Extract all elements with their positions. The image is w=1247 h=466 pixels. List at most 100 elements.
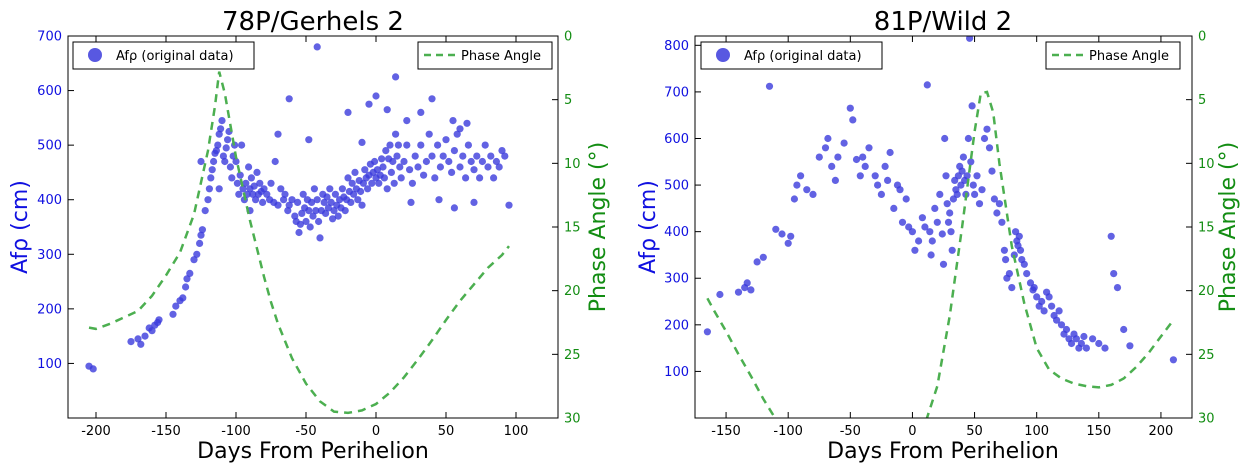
scatter-point: [462, 174, 470, 182]
x-tick-label: -200: [81, 424, 111, 439]
scatter-point: [947, 228, 955, 236]
scatter-point: [1055, 307, 1063, 315]
scatter-point: [183, 275, 191, 283]
scatter-point: [330, 207, 338, 215]
x-tick-label: -100: [221, 424, 251, 439]
y-tick-label: 500: [664, 179, 689, 194]
scatter-point: [450, 204, 458, 212]
scatter-point: [417, 108, 425, 116]
y-tick-label: 100: [664, 365, 689, 380]
scatter-point: [364, 185, 372, 193]
scatter-point: [772, 225, 780, 233]
scatter-point: [967, 158, 975, 166]
scatter-point: [221, 157, 229, 166]
scatter-point: [921, 223, 929, 231]
scatter-point: [1045, 293, 1053, 301]
scatter-point: [470, 166, 478, 174]
scatter-point: [411, 152, 419, 160]
scatter-point: [308, 198, 316, 206]
scatter-point: [179, 294, 187, 302]
scatter-point: [467, 157, 475, 166]
scatter-point: [428, 95, 436, 103]
scatter-point: [884, 176, 892, 184]
scatter-point: [141, 332, 149, 340]
scatter-point: [943, 200, 951, 208]
scatter-point: [417, 141, 425, 149]
scatter-point: [902, 195, 910, 203]
scatter-point: [232, 157, 240, 166]
scatter-point: [871, 172, 879, 180]
scatter-point: [734, 288, 743, 296]
scatter-point: [435, 196, 443, 204]
scatter-point: [1072, 335, 1080, 343]
scatter-point: [368, 179, 376, 187]
scatter-point: [380, 174, 388, 182]
scatter-point: [985, 144, 994, 152]
scatter-point: [958, 167, 966, 175]
scatter-point: [1089, 335, 1097, 343]
y2-tick-label: 30: [1198, 412, 1215, 427]
scatter-point: [359, 179, 367, 187]
y2-axis-label: Phase Angle (°): [1216, 142, 1241, 312]
x-tick-label: -50: [840, 424, 861, 439]
legend-label: Phase Angle: [1089, 49, 1169, 64]
scatter-point: [324, 204, 332, 212]
scatter-point: [492, 157, 500, 166]
scatter-point: [803, 186, 811, 194]
scatter-point: [944, 218, 953, 226]
scatter-point: [406, 166, 414, 174]
scatter-point: [389, 157, 397, 166]
scatter-point: [449, 117, 457, 125]
scatter-point: [765, 82, 774, 90]
scatter-point: [990, 195, 999, 203]
scatter-point: [716, 290, 724, 299]
scatter-point: [397, 174, 405, 182]
scatter-point: [849, 116, 857, 124]
scatter-point: [247, 174, 255, 182]
scatter-point: [233, 179, 241, 187]
scatter-point: [365, 100, 373, 108]
x-tick-label: -100: [773, 424, 803, 439]
scatter-point: [400, 157, 408, 166]
scatter-point: [490, 174, 498, 182]
y2-tick-label: 20: [564, 284, 581, 299]
scatter-point: [238, 141, 246, 149]
legend-label: Afρ (original data): [116, 49, 234, 64]
scatter-point: [815, 153, 823, 161]
scatter-point: [383, 106, 391, 114]
scatter-point: [487, 152, 495, 160]
x-tick-label: -50: [295, 424, 316, 439]
scatter-point: [285, 201, 293, 209]
scatter-point: [169, 310, 177, 318]
y-tick-label: 200: [664, 318, 689, 333]
scatter-point: [998, 218, 1006, 226]
scatter-point: [390, 179, 398, 187]
scatter-point: [302, 217, 310, 226]
scatter-point: [476, 174, 484, 182]
x-tick-label: 100: [1024, 424, 1049, 439]
scatter-point: [877, 190, 886, 198]
y2-tick-label: 5: [564, 93, 572, 108]
scatter-point: [219, 152, 227, 160]
scatter-point: [495, 163, 503, 171]
scatter-point: [896, 186, 904, 194]
scatter-point: [834, 153, 842, 161]
scatter-point: [256, 179, 264, 187]
scatter-point: [375, 179, 383, 187]
scatter-point: [306, 223, 314, 231]
x-axis-label: Days From Perihelion: [197, 439, 429, 464]
scatter-point: [252, 196, 260, 204]
y2-axis-ticks: 0 5 10 15 20 25 30: [1186, 30, 1215, 427]
scatter-point: [172, 302, 180, 310]
scatter-point: [840, 139, 848, 147]
scatter-point: [305, 207, 313, 215]
phase-angle-line: [88, 71, 510, 415]
scatter-point: [259, 198, 267, 206]
scatter-point: [481, 141, 489, 149]
scatter-point: [966, 36, 974, 42]
x-axis-ticks: -200 -150 -100 -50 0 50 100: [81, 36, 528, 439]
scatter-point: [797, 172, 805, 180]
scatter-point: [856, 172, 864, 180]
scatter-point: [358, 138, 366, 146]
scatter-point: [323, 193, 331, 201]
